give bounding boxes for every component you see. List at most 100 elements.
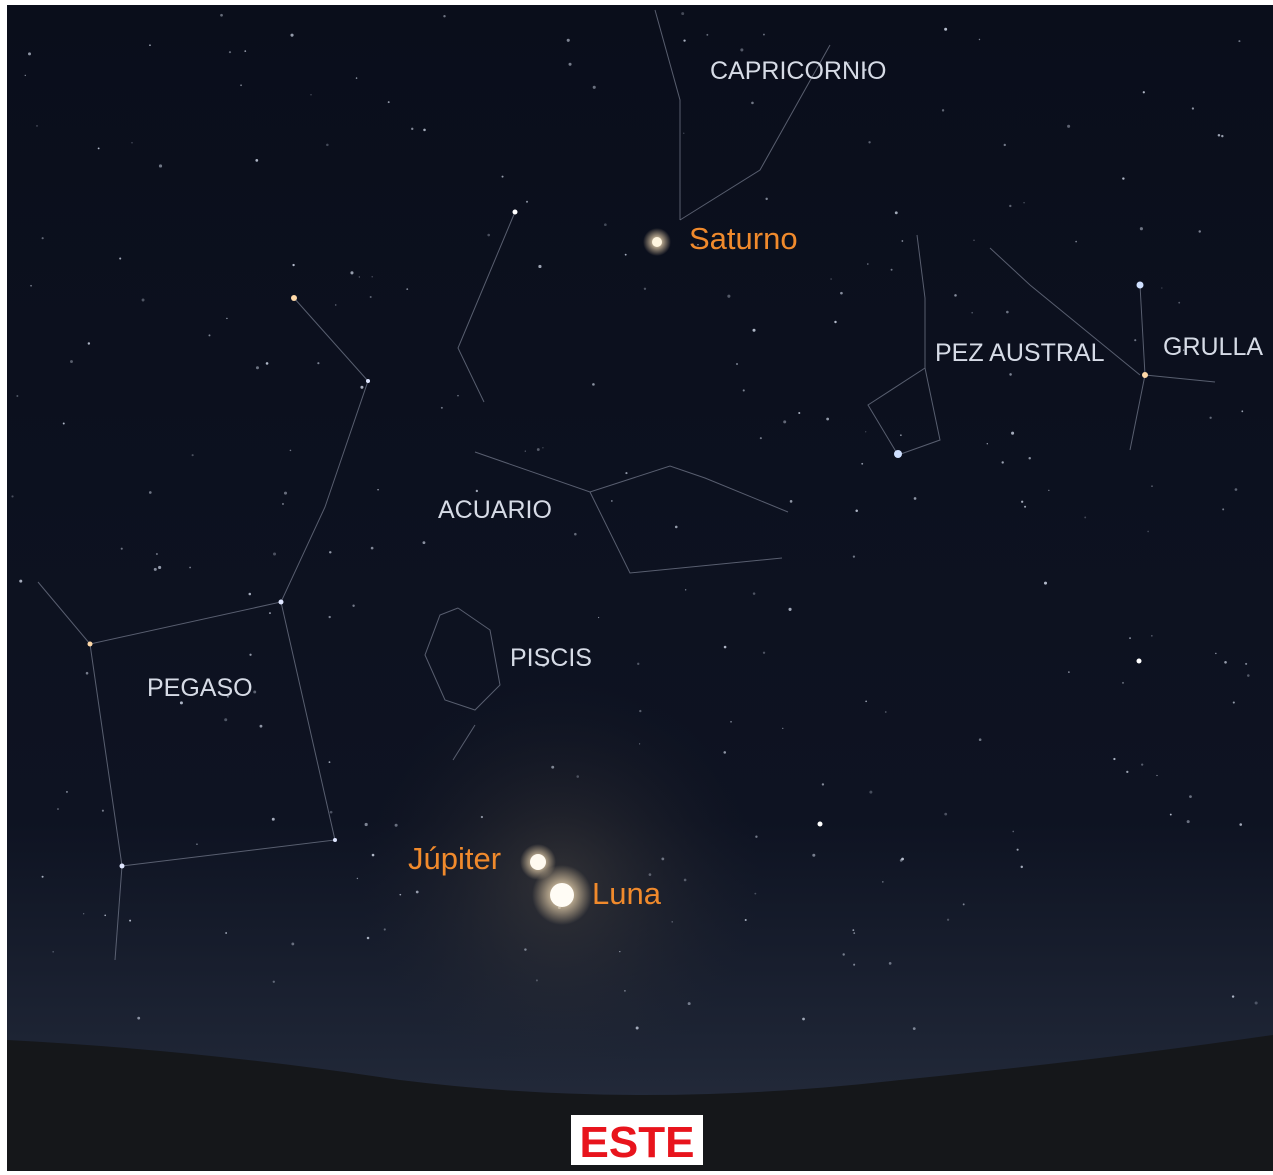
faint-star — [357, 878, 358, 879]
faint-star — [853, 964, 855, 966]
faint-star — [266, 362, 269, 365]
faint-star — [685, 589, 686, 590]
faint-star — [865, 701, 867, 703]
faint-star — [208, 334, 210, 336]
faint-star — [1151, 635, 1152, 636]
faint-star — [1129, 637, 1131, 639]
faint-star — [272, 818, 275, 821]
faint-star — [36, 125, 38, 127]
faint-star — [260, 725, 263, 728]
faint-star — [901, 240, 903, 242]
faint-star — [1215, 653, 1216, 654]
faint-star — [423, 541, 426, 544]
faint-star — [592, 383, 595, 386]
faint-star — [763, 652, 765, 654]
faint-star — [1141, 764, 1143, 766]
faint-star — [1084, 516, 1086, 518]
faint-star — [395, 824, 398, 827]
faint-star — [954, 294, 957, 297]
faint-star — [542, 447, 543, 448]
faint-star — [812, 854, 815, 857]
faint-star — [1009, 205, 1011, 207]
planet-label: Júpiter — [408, 841, 501, 876]
faint-star — [730, 721, 731, 722]
faint-star — [625, 254, 627, 256]
faint-star — [1233, 701, 1235, 703]
faint-star — [292, 264, 294, 266]
faint-star — [1021, 866, 1023, 868]
faint-star — [224, 718, 227, 721]
faint-star — [625, 472, 627, 474]
faint-star — [790, 500, 793, 503]
faint-star — [441, 407, 443, 409]
faint-star — [220, 14, 223, 17]
faint-star — [671, 921, 673, 923]
faint-star — [1140, 227, 1143, 230]
faint-star — [367, 937, 370, 940]
faint-star — [159, 164, 162, 167]
faint-star — [30, 285, 32, 287]
faint-star — [1006, 311, 1009, 314]
faint-star — [763, 34, 765, 36]
faint-star — [1021, 501, 1023, 503]
faint-star — [142, 299, 145, 302]
faint-star — [636, 1027, 639, 1030]
faint-star — [356, 77, 357, 78]
faint-star — [944, 813, 947, 816]
faint-star — [226, 318, 227, 319]
faint-star — [751, 102, 754, 105]
faint-star — [604, 223, 607, 226]
faint-star — [229, 51, 231, 53]
faint-star — [1198, 230, 1200, 232]
faint-star — [249, 593, 252, 596]
faint-star — [1113, 758, 1115, 760]
faint-star — [868, 141, 870, 143]
faint-star — [1187, 820, 1190, 823]
constellation-label: GRULLA — [1163, 333, 1263, 361]
faint-star — [476, 490, 478, 492]
faint-star — [853, 555, 855, 557]
faint-star — [830, 278, 832, 280]
faint-star — [189, 567, 191, 569]
faint-star — [867, 263, 868, 264]
faint-star — [1209, 417, 1211, 419]
faint-star — [745, 919, 747, 921]
faint-star — [944, 28, 947, 31]
faint-star — [249, 654, 251, 656]
star — [366, 379, 370, 383]
faint-star — [834, 321, 836, 323]
faint-star — [752, 329, 755, 332]
faint-star — [284, 492, 287, 495]
faint-star — [57, 808, 58, 809]
faint-star — [753, 592, 756, 595]
faint-star — [1151, 486, 1152, 487]
faint-star — [538, 265, 541, 268]
star — [1137, 282, 1144, 289]
star — [88, 642, 93, 647]
faint-star — [19, 580, 22, 583]
faint-star — [681, 12, 684, 15]
faint-star — [371, 547, 374, 550]
faint-star — [1224, 661, 1227, 664]
faint-star — [52, 951, 53, 952]
star — [1142, 372, 1148, 378]
faint-star — [388, 101, 390, 103]
faint-star — [119, 257, 121, 259]
star — [818, 822, 823, 827]
faint-star — [1011, 432, 1014, 435]
faint-star — [755, 836, 757, 838]
faint-star — [256, 366, 259, 369]
faint-star — [11, 495, 13, 497]
faint-star — [1241, 410, 1243, 412]
faint-star — [869, 791, 872, 794]
faint-star — [1156, 775, 1157, 776]
faint-star — [1048, 490, 1049, 491]
faint-star — [137, 1017, 140, 1020]
faint-star — [1235, 488, 1238, 491]
faint-star — [290, 34, 293, 37]
constellation-label: PISCIS — [510, 644, 592, 672]
faint-star — [86, 672, 89, 675]
faint-star — [889, 962, 892, 965]
faint-star — [25, 75, 26, 76]
faint-star — [88, 342, 90, 344]
